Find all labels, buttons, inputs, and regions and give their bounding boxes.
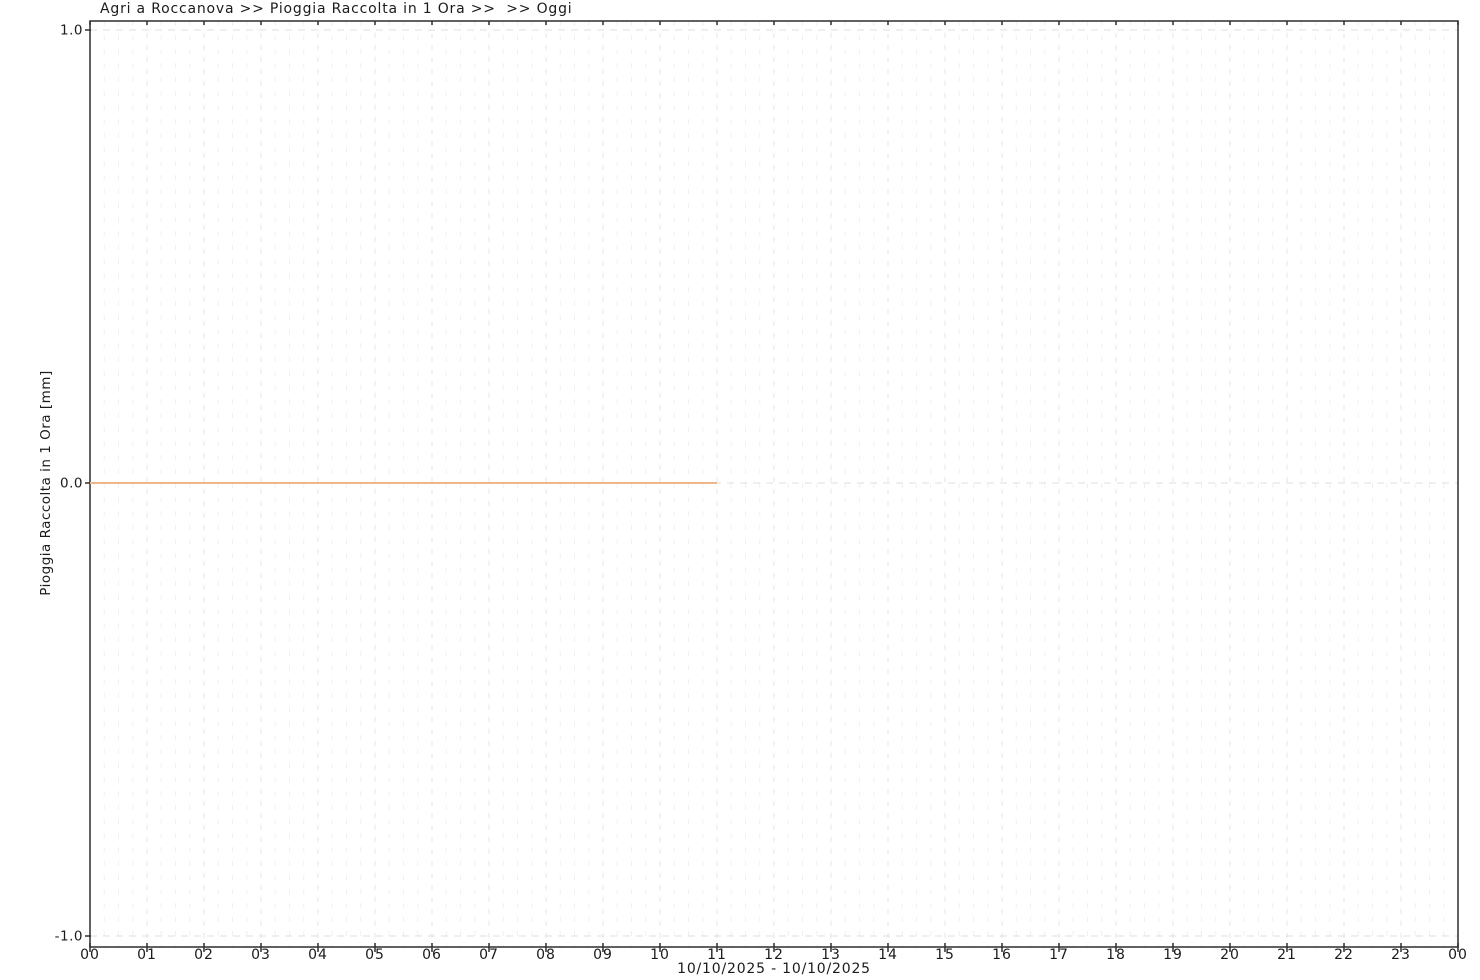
x-tick-label: 18 [1106, 947, 1126, 963]
x-tick-label: 06 [422, 947, 442, 963]
x-tick-label: 14 [878, 947, 898, 963]
x-tick-label: 00 [80, 947, 100, 963]
x-tick-label: 00 [1448, 947, 1468, 963]
x-tick-label: 23 [1391, 947, 1411, 963]
x-tick-label: 05 [365, 947, 385, 963]
x-tick-label: 07 [479, 947, 499, 963]
y-tick-label: 1.0 [60, 23, 83, 39]
x-tick-label: 13 [821, 947, 841, 963]
x-tick-label: 03 [251, 947, 271, 963]
x-tick-label: 19 [1163, 947, 1183, 963]
x-tick-label: 16 [992, 947, 1012, 963]
x-axis-date-range: 10/10/2025 - 10/10/2025 [677, 961, 871, 977]
x-tick-label: 02 [194, 947, 214, 963]
y-tick-label: 0.0 [60, 476, 83, 492]
x-tick-label: 09 [593, 947, 613, 963]
y-tick-label: -1.0 [55, 929, 83, 945]
x-tick-label: 04 [308, 947, 328, 963]
x-tick-label: 10 [650, 947, 670, 963]
x-tick-label: 21 [1277, 947, 1297, 963]
x-tick-label: 12 [764, 947, 784, 963]
x-tick-label: 22 [1334, 947, 1354, 963]
chart-title: Agri a Roccanova >> Pioggia Raccolta in … [100, 1, 573, 17]
x-tick-label: 11 [707, 947, 727, 963]
x-tick-label: 08 [536, 947, 556, 963]
x-tick-label: 15 [935, 947, 955, 963]
x-tick-label: 17 [1049, 947, 1069, 963]
x-tick-label: 01 [137, 947, 157, 963]
x-tick-label: 20 [1220, 947, 1240, 963]
